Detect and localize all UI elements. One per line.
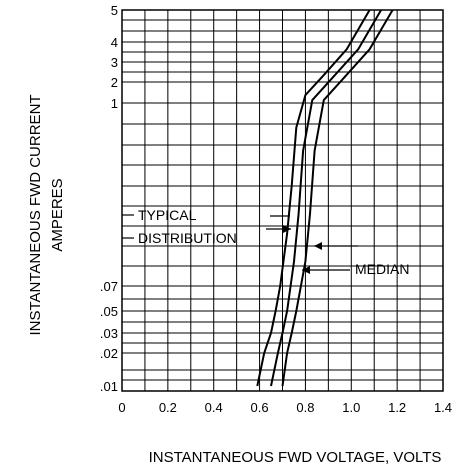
x-tick-label: 0.4 [205,400,223,415]
y-tick-label: 3 [111,55,118,70]
series-line [281,9,394,387]
x-tick-label: 0.8 [296,400,314,415]
y-tick-label: .07 [100,279,118,294]
annotations: TYPICAL DISTRIBUTION MEDIAN [122,207,409,277]
grid [122,10,443,391]
x-tick-label: 1.2 [388,400,406,415]
x-tick-label: 1.0 [342,400,360,415]
x-tick-label: 0.6 [251,400,269,415]
y-axis-label-line1: INSTANTANEOUS FWD CURRENT [27,94,44,335]
y-axis-label-line2: AMPERES [49,178,66,251]
plot-frame [121,9,444,392]
y-tick-label: .05 [100,304,118,319]
x-tick-label: 0 [118,400,125,415]
y-tick-label: 4 [111,35,118,50]
y-tick-label: .02 [100,346,118,361]
y-tick-label: .03 [100,326,118,341]
series-line [270,9,382,387]
annotation-distribution-label: DISTRIBUTION [138,230,237,246]
y-tick-label: .01 [100,379,118,394]
annotation-arrow-distribution-head [314,242,322,250]
x-tick-labels: 0 0.2 0.4 0.6 0.8 1.0 1.2 1.4 [118,400,452,415]
y-tick-label: 5 [111,3,118,18]
x-tick-label: 1.4 [434,400,452,415]
y-tick-label: 1 [111,96,118,111]
series-line [256,9,371,387]
annotation-typical-label: TYPICAL [138,207,197,223]
curves [256,9,394,387]
x-axis-label: INSTANTANEOUS FWD VOLTAGE, VOLTS [149,449,442,466]
x-tick-label: 0.2 [159,400,177,415]
y-tick-label: 2 [111,75,118,90]
annotation-median-label: MEDIAN [355,261,409,277]
annotation-arrow-typical-head [283,225,291,233]
annotation-arrow-median-head [302,266,310,274]
y-tick-labels: 5 4 3 2 1 .07 .05 .03 .02 .01 [100,3,118,394]
